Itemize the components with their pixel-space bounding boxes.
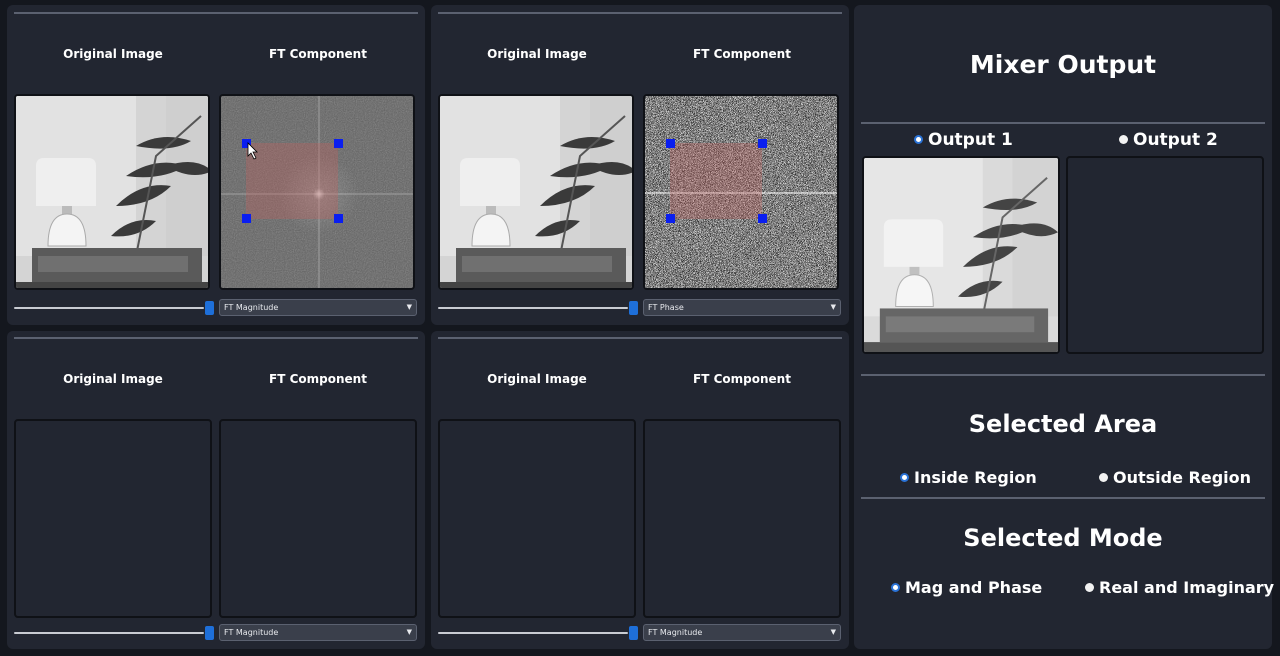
divider [14, 12, 418, 14]
inside-region-radio[interactable]: Inside Region [900, 468, 1037, 487]
ft-component-label: FT Component [269, 47, 367, 61]
selected-region[interactable] [246, 143, 338, 219]
ft-component-label: FT Component [693, 372, 791, 386]
original-image-label: Original Image [63, 47, 163, 61]
ft-component-select[interactable]: FT Magnitude ▼ [219, 299, 417, 316]
output-2-view[interactable] [1066, 156, 1264, 354]
divider [438, 12, 842, 14]
slider-track [438, 632, 628, 634]
weight-slider[interactable] [14, 301, 214, 315]
slider-handle[interactable] [205, 626, 214, 640]
original-image-view[interactable] [14, 419, 212, 618]
slider-track [438, 307, 628, 309]
mixer-output-title: Mixer Output [969, 50, 1157, 79]
ft-component-view[interactable] [643, 94, 839, 290]
real-imaginary-label: Real and Imaginary [1099, 578, 1275, 597]
region-handle[interactable] [334, 214, 343, 223]
outside-region-radio[interactable]: Outside Region [1099, 468, 1251, 487]
region-handle[interactable] [758, 139, 767, 148]
outside-region-label: Outside Region [1113, 468, 1252, 487]
slider-handle[interactable] [205, 301, 214, 315]
original-image-label: Original Image [487, 372, 587, 386]
region-handle[interactable] [666, 139, 675, 148]
selected-mode-title: Selected Mode [963, 524, 1163, 552]
radio-unchecked-icon [1099, 473, 1108, 482]
output-2-label: Output 2 [1133, 130, 1218, 150]
radio-checked-icon [891, 583, 900, 592]
weight-slider[interactable] [14, 626, 214, 640]
chevron-down-icon: ▼ [406, 303, 412, 311]
ft-component-view[interactable] [643, 419, 841, 618]
original-image-label: Original Image [63, 372, 163, 386]
region-handle[interactable] [666, 214, 675, 223]
weight-slider[interactable] [438, 301, 638, 315]
output-1-radio[interactable]: Output 1 [914, 130, 1013, 150]
photo-lamp-plant [16, 96, 208, 288]
region-handle[interactable] [334, 139, 343, 148]
original-image-label: Original Image [487, 47, 587, 61]
mag-phase-radio[interactable]: Mag and Phase [891, 578, 1042, 597]
radio-unchecked-icon [1119, 135, 1128, 144]
combo-value: FT Phase [648, 303, 684, 312]
slider-track [14, 632, 204, 634]
mag-phase-label: Mag and Phase [905, 578, 1043, 597]
ft-component-label: FT Component [269, 372, 367, 386]
combo-value: FT Magnitude [224, 628, 279, 637]
ft-component-view[interactable] [219, 419, 417, 618]
ft-component-view[interactable] [219, 94, 415, 290]
divider [861, 497, 1265, 499]
chevron-down-icon: ▼ [830, 303, 836, 311]
region-handle[interactable] [242, 214, 251, 223]
original-image-view[interactable] [438, 94, 634, 290]
divider [14, 337, 418, 339]
slider-track [14, 307, 204, 309]
photo-lamp-plant [440, 96, 632, 288]
combo-value: FT Magnitude [224, 303, 279, 312]
mixed-output-image [864, 158, 1058, 352]
selected-region[interactable] [670, 143, 762, 219]
divider [438, 337, 842, 339]
combo-value: FT Magnitude [648, 628, 703, 637]
weight-slider[interactable] [438, 626, 638, 640]
ft-component-select[interactable]: FT Magnitude ▼ [219, 624, 417, 641]
real-imaginary-radio[interactable]: Real and Imaginary [1085, 578, 1274, 597]
slider-handle[interactable] [629, 626, 638, 640]
output-1-label: Output 1 [928, 130, 1013, 150]
region-handle[interactable] [758, 214, 767, 223]
radio-unchecked-icon [1085, 583, 1094, 592]
inside-region-label: Inside Region [914, 468, 1037, 487]
region-handle[interactable] [242, 139, 251, 148]
original-image-view[interactable] [438, 419, 636, 618]
slider-handle[interactable] [629, 301, 638, 315]
ft-phase-image [645, 96, 837, 288]
divider [861, 374, 1265, 376]
ft-component-select[interactable]: FT Magnitude ▼ [643, 624, 841, 641]
output-2-radio[interactable]: Output 2 [1119, 130, 1218, 150]
divider [861, 122, 1265, 124]
output-1-view[interactable] [862, 156, 1060, 354]
selected-area-title: Selected Area [968, 410, 1158, 438]
chevron-down-icon: ▼ [406, 628, 412, 636]
ft-component-select[interactable]: FT Phase ▼ [643, 299, 841, 316]
ft-magnitude-image [221, 96, 413, 288]
chevron-down-icon: ▼ [830, 628, 836, 636]
radio-checked-icon [900, 473, 909, 482]
ft-component-label: FT Component [693, 47, 791, 61]
cursor-arrow-icon [247, 142, 258, 160]
original-image-view[interactable] [14, 94, 210, 290]
radio-checked-icon [914, 135, 923, 144]
